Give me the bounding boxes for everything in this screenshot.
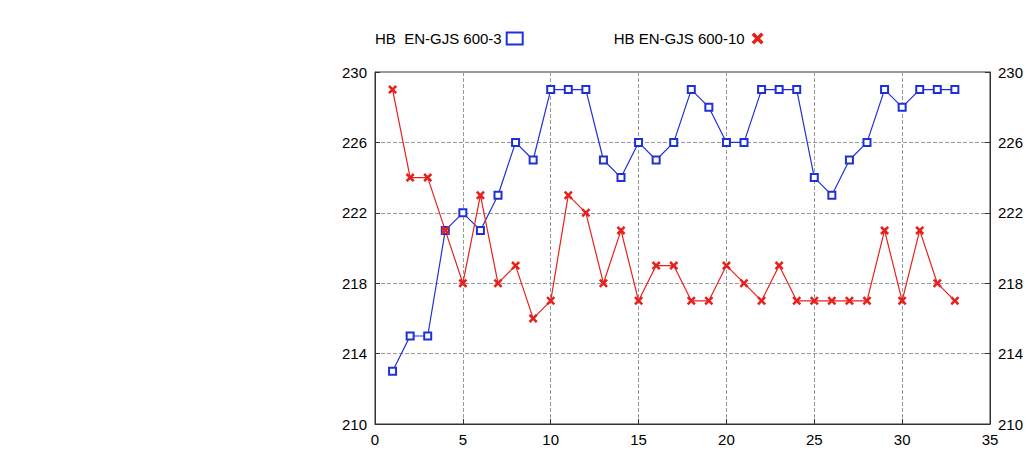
svg-text:222: 222: [342, 204, 367, 221]
svg-text:30: 30: [894, 431, 911, 448]
svg-text:218: 218: [342, 275, 367, 292]
svg-text:226: 226: [342, 134, 367, 151]
svg-text:222: 222: [998, 204, 1023, 221]
svg-text:214: 214: [998, 345, 1023, 362]
svg-text:0: 0: [371, 431, 379, 448]
svg-text:HB EN-GJS 600-10: HB EN-GJS 600-10: [614, 30, 745, 47]
svg-text:15: 15: [630, 431, 647, 448]
svg-text:HB EN-GJS 600-3: HB EN-GJS 600-3: [375, 30, 502, 47]
svg-text:5: 5: [459, 431, 467, 448]
svg-text:35: 35: [982, 431, 999, 448]
svg-text:10: 10: [542, 431, 559, 448]
svg-text:210: 210: [342, 416, 367, 433]
svg-text:210: 210: [998, 416, 1023, 433]
svg-text:25: 25: [806, 431, 823, 448]
svg-text:230: 230: [342, 64, 367, 81]
svg-text:20: 20: [718, 431, 735, 448]
svg-text:226: 226: [998, 134, 1023, 151]
svg-text:218: 218: [998, 275, 1023, 292]
svg-text:214: 214: [342, 345, 367, 362]
svg-text:230: 230: [998, 64, 1023, 81]
